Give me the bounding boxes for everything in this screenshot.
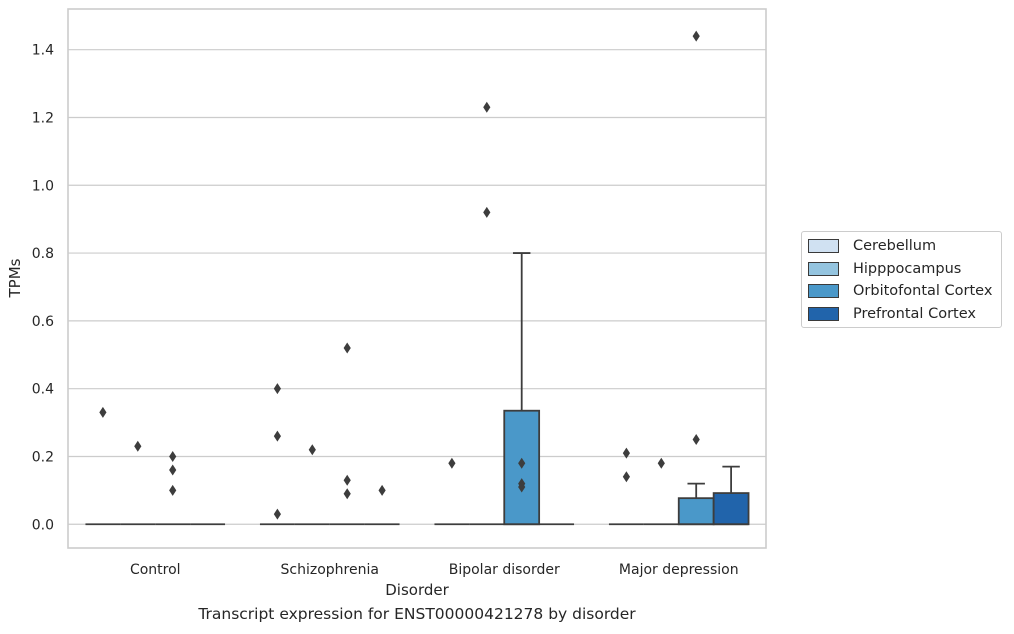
outlier-point [273, 508, 281, 520]
legend-label: Cerebellum [853, 238, 937, 255]
legend-entry: Cerebellum [802, 235, 1001, 258]
box-body [677, 497, 715, 526]
outlier-point [518, 457, 526, 469]
outlier-point [134, 440, 142, 452]
y-tick-labels: 0.0 0.2 0.4 0.6 0.8 1.0 1.2 1.4 [32, 43, 54, 534]
box-0-0 [85, 406, 121, 526]
outlier-point [483, 101, 491, 113]
legend-label: Orbitofontal Cortex [853, 283, 993, 300]
box-1-0 [120, 440, 156, 526]
legend-swatch [808, 261, 839, 276]
box-2-1 [329, 342, 365, 526]
box-2-3 [677, 30, 715, 526]
box-0-3 [608, 447, 644, 526]
box-1-2 [469, 101, 505, 526]
legend-swatch [808, 306, 839, 321]
x-tick-labels: Control Schizophrenia Bipolar disorder Majo… [130, 562, 739, 578]
y-tick-label: 0.6 [32, 314, 54, 330]
y-tick-label: 1.4 [32, 43, 54, 59]
x-tick-label: Bipolar disorder [449, 562, 560, 578]
outlier-point [483, 206, 491, 218]
outlier-point [169, 450, 177, 462]
y-tick-label: 0.8 [32, 246, 54, 262]
legend: Cerebellum Hipppocampus Orbitofontal Corte… [801, 231, 1002, 328]
box-2-0 [155, 450, 191, 526]
axes-border [67, 8, 767, 549]
y-tick-label: 0.2 [32, 449, 54, 465]
legend-label: Prefrontal Cortex [853, 305, 976, 322]
outlier-point [343, 488, 351, 500]
outlier-point [692, 434, 700, 446]
gridlines [68, 49, 766, 525]
figure-caption: Transcript expression for ENST0000042127… [198, 605, 636, 623]
box-3-1 [364, 484, 400, 526]
box-2-2 [503, 252, 541, 526]
y-tick-label: 0.0 [32, 517, 54, 533]
y-tick-label: 1.2 [32, 110, 54, 126]
outlier-point [343, 342, 351, 354]
outlier-point [273, 383, 281, 395]
x-tick-label: Major depression [619, 562, 739, 578]
outlier-point [692, 30, 700, 42]
box-0-2 [434, 457, 470, 526]
outlier-point [343, 474, 351, 486]
outlier-point [518, 481, 526, 493]
box-1-1 [294, 444, 330, 526]
outlier-point [657, 457, 665, 469]
legend-swatch [808, 284, 839, 299]
y-tick-label: 1.0 [32, 178, 54, 194]
box-1-3 [643, 457, 679, 526]
outlier-point [622, 447, 630, 459]
plot-frame [67, 8, 767, 549]
boxes [85, 30, 750, 526]
legend-swatch [808, 239, 839, 254]
legend-label: Hipppocampus [853, 260, 962, 277]
box-0-1 [259, 383, 295, 526]
outlier-point [169, 484, 177, 496]
outlier-point [448, 457, 456, 469]
x-tick-label: Schizophrenia [281, 562, 379, 578]
outlier-point [378, 484, 386, 496]
outlier-point [622, 471, 630, 483]
box-3-3 [712, 465, 750, 526]
y-tick-label: 0.4 [32, 382, 54, 398]
outlier-point [273, 430, 281, 442]
box-body [712, 492, 750, 526]
legend-entry: Prefrontal Cortex [802, 303, 1001, 326]
outlier-point [99, 406, 107, 418]
x-tick-label: Control [130, 562, 181, 578]
outlier-point [169, 464, 177, 476]
legend-entry: Orbitofontal Cortex [802, 280, 1001, 303]
legend-entry: Hipppocampus [802, 258, 1001, 281]
y-axis-title: TPMs [6, 258, 24, 298]
x-axis-title: Disorder [385, 581, 449, 599]
outlier-point [308, 444, 316, 456]
